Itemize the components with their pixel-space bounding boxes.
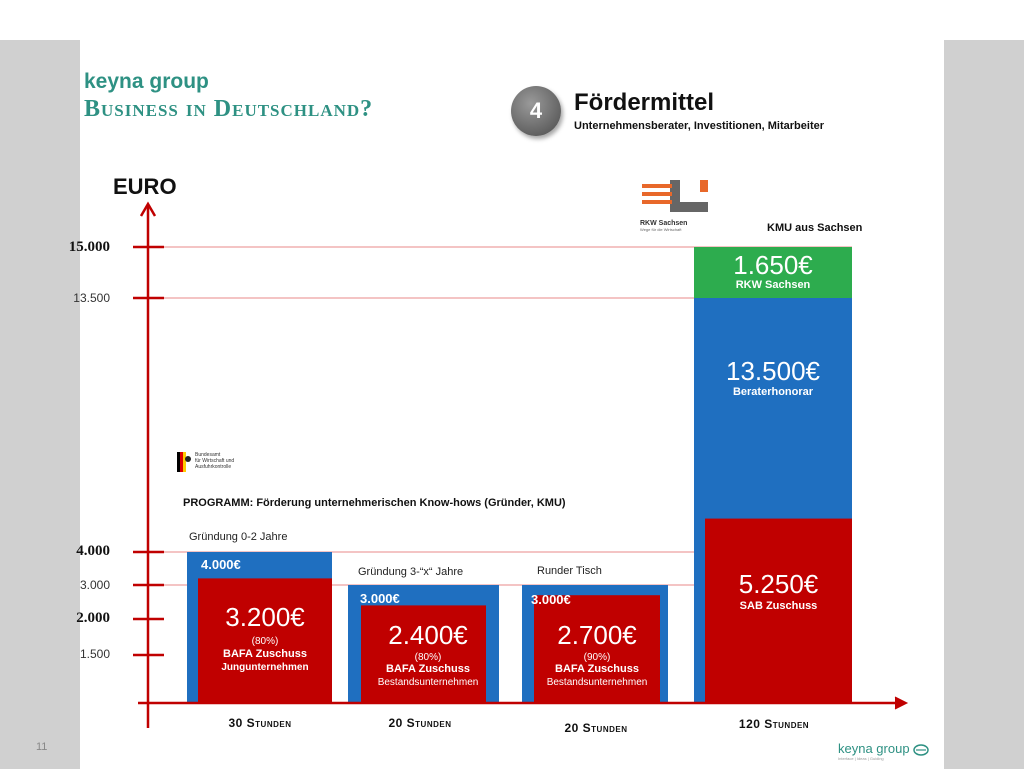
footer-brand: keyna group: [838, 741, 929, 756]
rkw-logo-name: RKW Sachsen: [640, 220, 688, 227]
section-subtitle: Unternehmensberater, Investitionen, Mita…: [574, 120, 825, 132]
eagle-icon: [177, 452, 191, 472]
y-tick-label: 4.000: [76, 543, 110, 559]
brand-title: keyna group: [84, 70, 209, 93]
bar2-red-value: 2.400€: [388, 620, 468, 650]
bafa-line-2: für Wirtschaft und: [195, 458, 235, 464]
bar2-percent: (80%): [414, 652, 442, 663]
bar3-percent: (90%): [583, 652, 611, 663]
x-axis-arrow: [894, 696, 909, 710]
keyna-logo-icon: [913, 743, 929, 756]
bar2-blue-value: 3.000€: [360, 591, 400, 606]
bafa-line-1: Bundesamt: [195, 452, 221, 458]
footer-brand-text: keyna group: [838, 741, 910, 756]
x-category-label: 20 Stunden: [388, 716, 452, 730]
x-category-label: 120 Stunden: [738, 717, 810, 731]
right-margin: [944, 40, 1024, 769]
bar3-kind: Bestandsunternehmen: [546, 677, 648, 688]
page-number: 11: [36, 741, 48, 753]
bafa-line-3: Ausfuhrkontrolle: [195, 464, 232, 470]
bar4-subsidy: SAB Zuschuss: [739, 600, 818, 612]
bar4-green-label: RKW Sachsen: [735, 279, 811, 291]
bar1-kind: Jungunternehmen: [221, 662, 309, 673]
bar3-red-value: 2.700€: [557, 620, 637, 650]
y-axis-arrow: [139, 201, 157, 217]
bar-red: [534, 595, 660, 703]
bar1-red-value: 3.200€: [225, 602, 305, 632]
bar4-red-value: 5.250€: [738, 569, 819, 599]
x-category-label: 30 Stunden: [228, 716, 292, 730]
x-category-label: 20 Stunden: [564, 721, 628, 735]
bar1-blue-value: 4.000€: [201, 557, 241, 572]
step-number-badge: 4: [511, 86, 561, 136]
y-tick-label: 2.000: [76, 610, 110, 626]
y-tick-label: 13.500: [73, 291, 110, 305]
section-title: Fördermittel: [574, 89, 715, 116]
bar-green: [694, 247, 852, 298]
y-tick-label: 15.000: [68, 239, 110, 255]
bar1-subsidy: BAFA Zuschuss: [223, 648, 307, 660]
y-axis-title: EURO: [113, 174, 177, 199]
left-margin: [0, 40, 80, 769]
bar4-green-value: 1.650€: [733, 250, 813, 280]
bar-red: [198, 578, 332, 703]
bar2-subsidy: BAFA Zuschuss: [386, 663, 470, 675]
bar4-blue-value: 13.500€: [726, 356, 820, 386]
bafa-logo: Bundesamt für Wirtschaft und Ausfuhrkont…: [177, 452, 257, 476]
bar-red: [705, 518, 852, 703]
page-headline: Business in Deutschland?: [84, 96, 374, 122]
y-tick-label: 3.000: [79, 578, 110, 592]
bar3-blue-value: 3.000€: [531, 592, 571, 607]
rkw-logo-tagline: Wege für die Wirtschaft: [640, 227, 682, 232]
cat1-note: Gründung 0-2 Jahre: [189, 531, 288, 543]
rkw-logo-mark-icon: [642, 180, 708, 212]
kmu-label: KMU aus Sachsen: [767, 222, 863, 234]
bar2-kind: Bestandsunternehmen: [377, 677, 479, 688]
bar3-subsidy: BAFA Zuschuss: [555, 663, 639, 675]
footer-tagline: Interface | Ideas | Guiding: [838, 756, 884, 761]
bar4-blue-label: Beraterhonorar: [732, 386, 814, 398]
bar-red: [361, 605, 486, 703]
rkw-logo: RKW Sachsen Wege für die Wirtschaft: [640, 178, 710, 232]
cat3-note: Runder Tisch: [537, 565, 602, 577]
bar1-percent: (80%): [251, 636, 279, 647]
y-tick-label: 1.500: [79, 647, 110, 661]
cat2-note: Gründung 3-“x“ Jahre: [358, 566, 464, 578]
program-label: PROGRAMM: Förderung unternehmerischen Kn…: [183, 497, 566, 509]
